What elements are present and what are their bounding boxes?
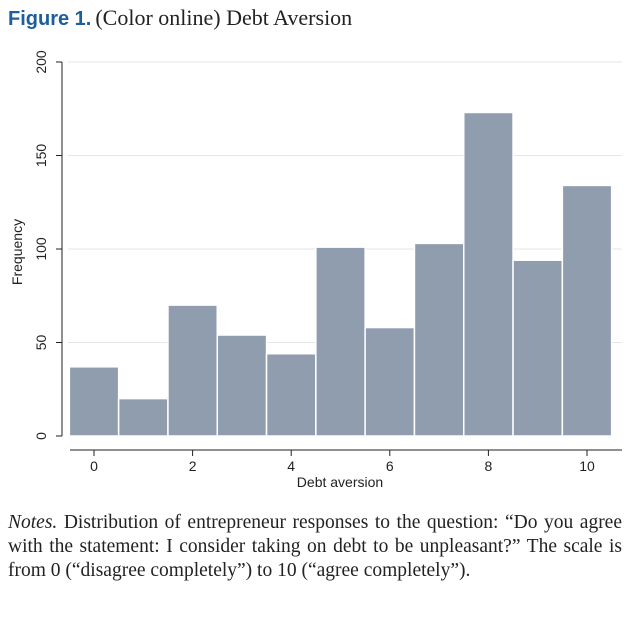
bar-4 xyxy=(265,352,317,437)
figure-title: Figure 1. (Color online) Debt Aversion xyxy=(8,4,352,32)
y-tick-label-0: 0 xyxy=(33,432,49,440)
bar-3 xyxy=(216,334,268,437)
bar-10 xyxy=(561,184,613,437)
notes-lead: Notes. xyxy=(8,512,58,533)
bar-6 xyxy=(364,326,416,437)
y-tick-label-100: 100 xyxy=(33,237,49,261)
histogram-chart: 0 50 100 150 200 0 2 4 6 8 10 Frequency Debt avers… xyxy=(9,50,622,490)
bar-7 xyxy=(413,242,465,437)
y-tick-label-150: 150 xyxy=(33,144,49,168)
bar-9 xyxy=(512,259,564,437)
x-axis-label: Debt aversion xyxy=(297,474,383,490)
y-axis-label: Frequency xyxy=(9,219,25,285)
x-tick-label-8: 8 xyxy=(485,458,493,474)
y-tick-label-200: 200 xyxy=(33,50,49,74)
y-tick-label-50: 50 xyxy=(33,335,49,351)
bar-5 xyxy=(315,246,366,437)
figure-notes: Notes. Distribution of entrepreneur resp… xyxy=(8,511,622,583)
notes-text: Distribution of entrepreneur responses t… xyxy=(8,512,622,581)
x-tick-label-4: 4 xyxy=(287,458,295,474)
bars xyxy=(68,111,613,437)
bar-2 xyxy=(167,304,218,437)
bar-1 xyxy=(117,397,169,437)
figure-label: Figure 1. xyxy=(8,8,92,30)
bar-8 xyxy=(463,111,514,437)
x-tick-label-0: 0 xyxy=(90,458,98,474)
x-tick-label-10: 10 xyxy=(579,458,595,474)
figure-title-text: (Color online) Debt Aversion xyxy=(95,5,353,30)
axes: 0 50 100 150 200 0 2 4 6 8 10 xyxy=(33,50,622,474)
bar-0 xyxy=(68,366,120,437)
x-tick-label-6: 6 xyxy=(386,458,394,474)
x-tick-label-2: 2 xyxy=(189,458,197,474)
